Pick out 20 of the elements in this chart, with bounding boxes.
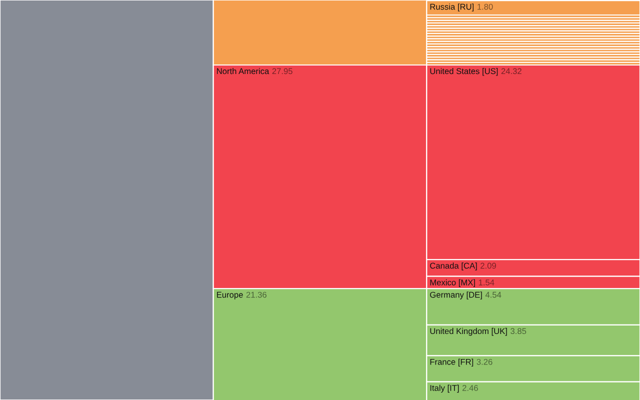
data-label: 2.09 xyxy=(480,262,496,269)
category-label: Mexico [MX] xyxy=(430,279,475,288)
data-label: 2.46 xyxy=(462,385,478,391)
category-label: United Kingdom [UK] xyxy=(430,328,507,336)
data-label: 1.80 xyxy=(478,4,493,10)
category-label: Italy [IT] xyxy=(430,384,459,393)
category-label: Russia [RU] xyxy=(430,4,474,12)
category-label: France [FR] xyxy=(430,358,474,366)
data-label: 21.36 xyxy=(246,292,266,298)
category-label: Canada [CA] xyxy=(430,262,477,270)
category-label: Europe xyxy=(217,292,243,300)
data-label: 27.95 xyxy=(272,68,292,74)
data-label: 3.85 xyxy=(510,328,526,334)
category-label: North America xyxy=(217,68,270,74)
data-label: 1.54 xyxy=(478,280,494,286)
category-label: Germany [DE] xyxy=(430,292,482,300)
category-label: United States [US] xyxy=(430,68,498,76)
data-label: 24.32 xyxy=(501,68,522,74)
data-label: 4.54 xyxy=(485,292,502,298)
data-label: 3.26 xyxy=(476,358,492,365)
